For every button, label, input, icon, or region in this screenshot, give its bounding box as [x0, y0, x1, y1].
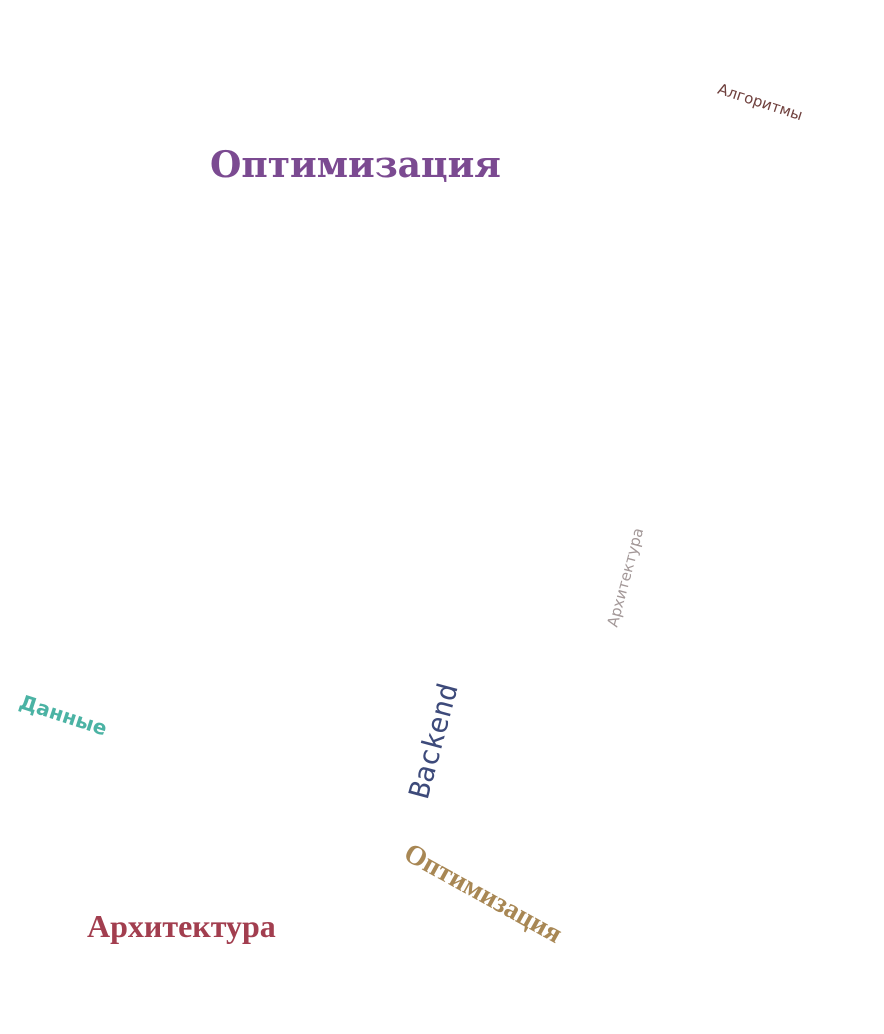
word-arkhitektura-rotated: Архитектура [603, 525, 648, 629]
word-dannye: Данные [16, 689, 111, 741]
word-optimizatsiya-top: Оптимизация [210, 144, 501, 186]
word-arkhitektura-bottom: Архитектура [87, 908, 276, 944]
word-optimizatsiya-rotated: Оптимизация [398, 837, 568, 950]
word-backend: Backend [402, 679, 465, 803]
word-algoritmy: Алгоритмы [715, 79, 805, 125]
